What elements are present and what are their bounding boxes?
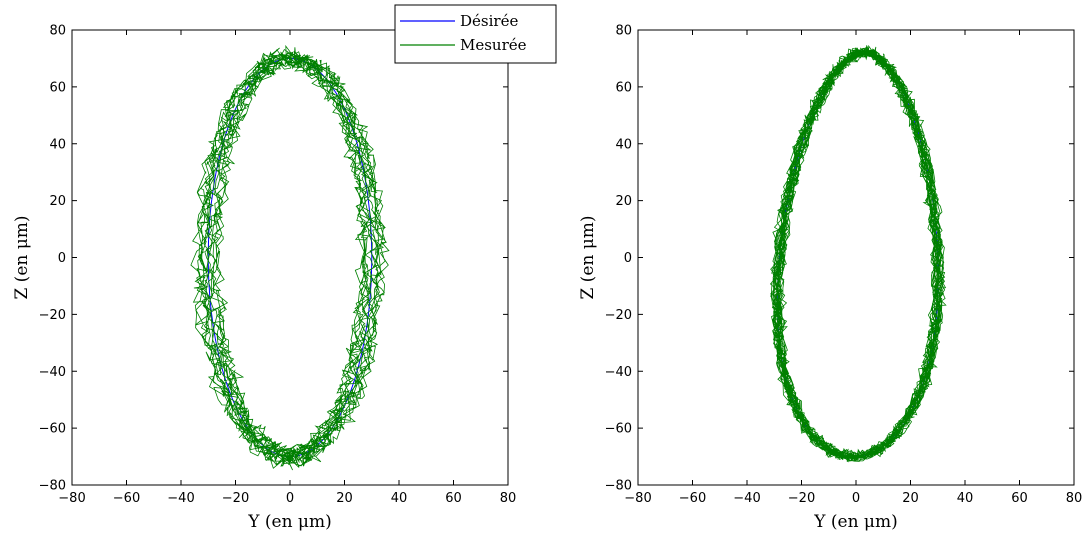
series-measured-line xyxy=(190,44,390,471)
legend-box xyxy=(394,4,557,64)
y-tick-label: −20 xyxy=(605,308,632,323)
y-tick-label: 20 xyxy=(615,194,632,209)
y-tick-label: 0 xyxy=(58,251,66,266)
x-tick-label: −80 xyxy=(58,491,85,506)
x-tick-label: 60 xyxy=(1011,491,1028,506)
y-tick-label: 60 xyxy=(49,80,66,95)
y-tick-label: 80 xyxy=(615,24,632,39)
y-tick-label: 20 xyxy=(49,194,66,209)
y-tick-label: −40 xyxy=(39,365,66,380)
x-tick-label: 80 xyxy=(500,491,517,506)
y-axis-label: Z (en μm) xyxy=(12,215,32,299)
x-tick-label: 0 xyxy=(852,491,860,506)
y-tick-label: 80 xyxy=(49,24,66,39)
y-tick-label: −80 xyxy=(605,479,632,494)
y-axis-label: Z (en μm) xyxy=(578,215,598,299)
plot-area-frame xyxy=(71,29,509,486)
legend: Désirée Mesurée xyxy=(394,4,557,64)
y-tick-label: −40 xyxy=(605,365,632,380)
x-tick-label: −60 xyxy=(679,491,706,506)
x-axis-label: Y (en μm) xyxy=(247,512,331,532)
y-tick-label: 60 xyxy=(615,80,632,95)
x-tick-label: −60 xyxy=(113,491,140,506)
legend-label: Mesurée xyxy=(460,36,527,54)
y-tick-label: 40 xyxy=(49,137,66,152)
plot-area-frame xyxy=(637,29,1075,486)
x-tick-label: −40 xyxy=(167,491,194,506)
y-tick-label: −80 xyxy=(39,479,66,494)
x-tick-label: 20 xyxy=(336,491,353,506)
x-tick-label: −20 xyxy=(222,491,249,506)
x-tick-label: 40 xyxy=(957,491,974,506)
x-tick-label: 80 xyxy=(1066,491,1083,506)
y-tick-label: −60 xyxy=(605,422,632,437)
y-tick-label: −60 xyxy=(39,422,66,437)
x-tick-label: −80 xyxy=(624,491,651,506)
x-axis-label: Y (en μm) xyxy=(813,512,897,532)
chart-panel-1: −80−80 −60 −60 −40 −40 −20 −20 0 0 20 20 40 40 60 60 80… xyxy=(12,4,557,532)
x-tick-label: 0 xyxy=(286,491,294,506)
x-tick-label: 40 xyxy=(391,491,408,506)
y-tick-label: −20 xyxy=(39,308,66,323)
y-tick-label: 40 xyxy=(615,137,632,152)
chart-panel-2: −80−80 −60 −60 −40 −40 −20 −20 0 0 20 20 40 40 60 60 80… xyxy=(578,24,1082,533)
x-tick-label: 60 xyxy=(445,491,462,506)
x-tick-label: 20 xyxy=(902,491,919,506)
legend-label: Désirée xyxy=(460,12,518,30)
series-measured-line xyxy=(769,44,947,463)
x-tick-label: −40 xyxy=(733,491,760,506)
x-tick-label: −20 xyxy=(788,491,815,506)
y-tick-label: 0 xyxy=(624,251,632,266)
